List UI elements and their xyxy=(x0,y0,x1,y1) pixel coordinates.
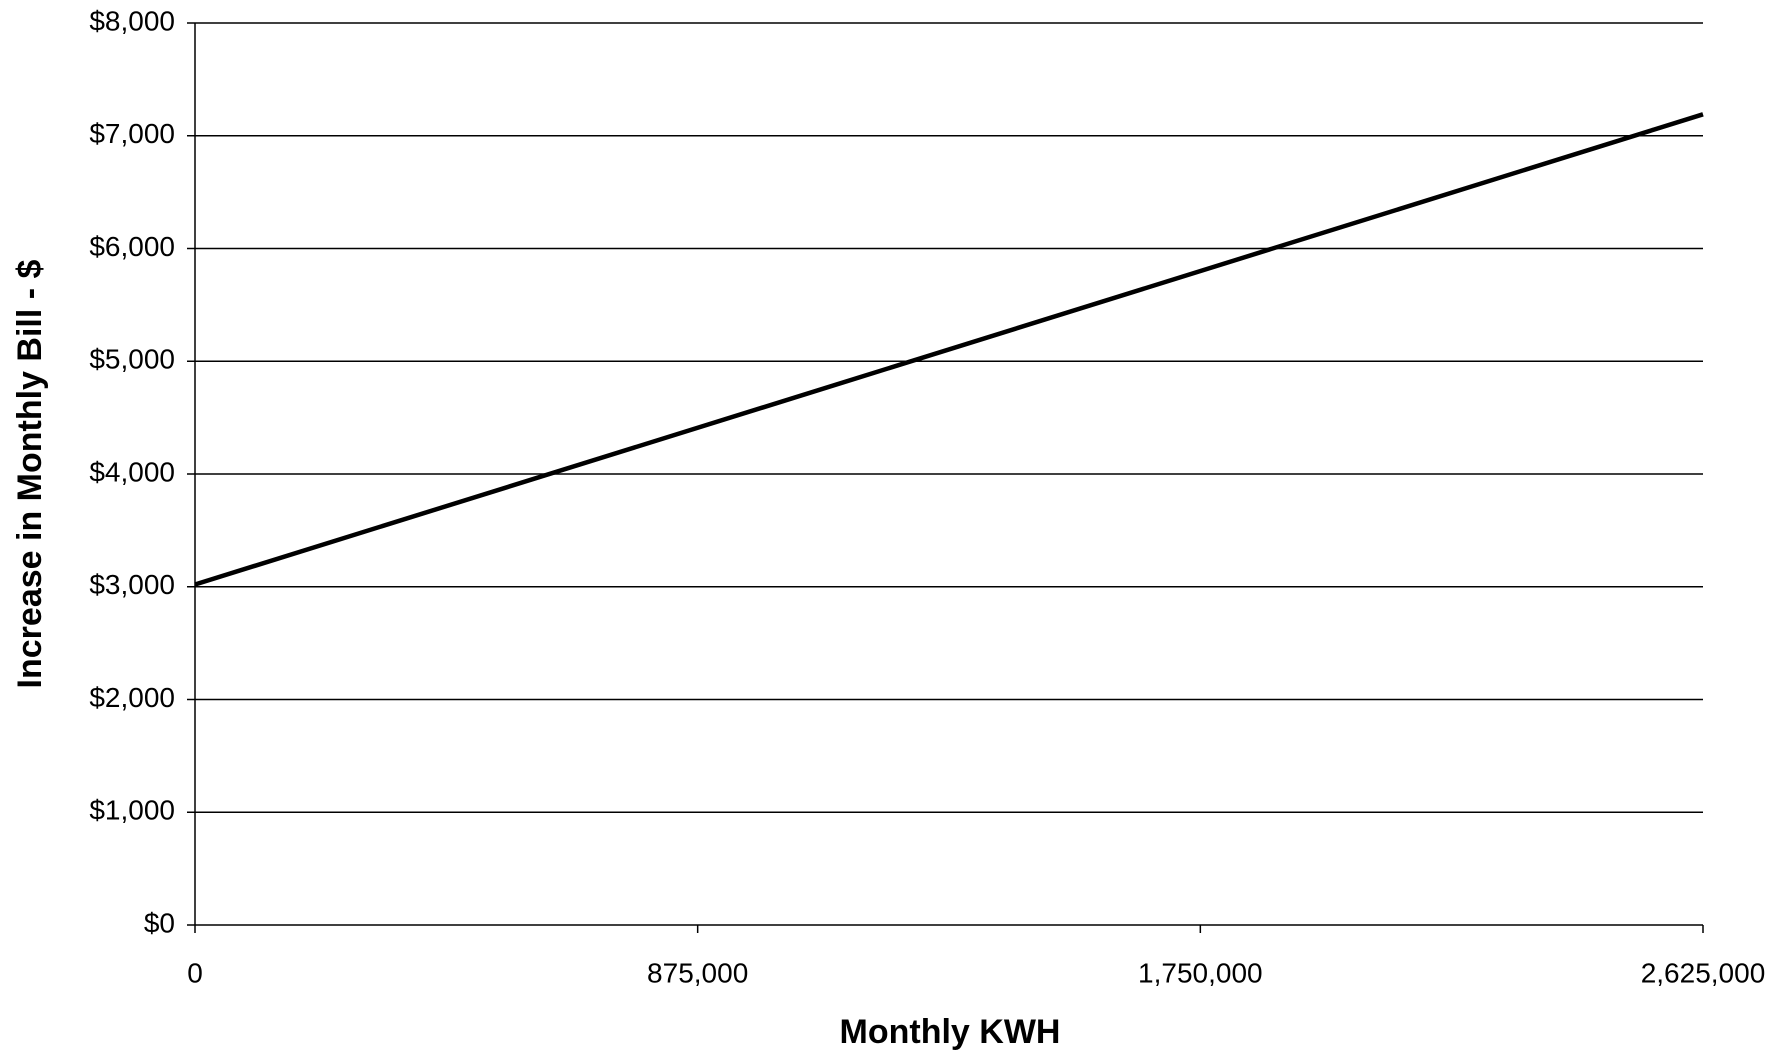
y-tick-label: $2,000 xyxy=(89,682,175,713)
y-tick-label: $0 xyxy=(144,907,175,938)
x-tick-label: 0 xyxy=(187,957,203,988)
line xyxy=(194,112,1704,587)
y-tick-label: $5,000 xyxy=(89,344,175,375)
x-tick-label: 875,000 xyxy=(647,957,748,988)
x-tick-label: 2,625,000 xyxy=(1641,957,1766,988)
x-axis-title: Monthly KWH xyxy=(840,1013,1061,1051)
x-tick-label: 1,750,000 xyxy=(1138,957,1263,988)
y-tick-label: $1,000 xyxy=(89,795,175,826)
y-tick-label: $6,000 xyxy=(89,231,175,262)
y-tick-label: $7,000 xyxy=(89,118,175,149)
y-tick-label: $4,000 xyxy=(89,456,175,487)
y-axis-title: Increase in Monthly Bill - $ xyxy=(11,259,49,688)
y-tick-label: $8,000 xyxy=(89,5,175,36)
y-tick-label: $3,000 xyxy=(89,569,175,600)
